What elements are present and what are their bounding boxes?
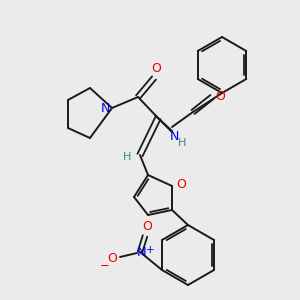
Text: H: H bbox=[178, 138, 186, 148]
Text: +: + bbox=[146, 245, 154, 255]
Text: N: N bbox=[100, 103, 110, 116]
Text: O: O bbox=[176, 178, 186, 191]
Text: O: O bbox=[151, 62, 161, 76]
Text: O: O bbox=[215, 89, 225, 103]
Text: N: N bbox=[137, 247, 147, 260]
Text: N: N bbox=[169, 130, 179, 142]
Text: O: O bbox=[142, 220, 152, 233]
Text: −: − bbox=[100, 260, 110, 272]
Text: H: H bbox=[123, 152, 131, 162]
Text: O: O bbox=[107, 251, 117, 265]
